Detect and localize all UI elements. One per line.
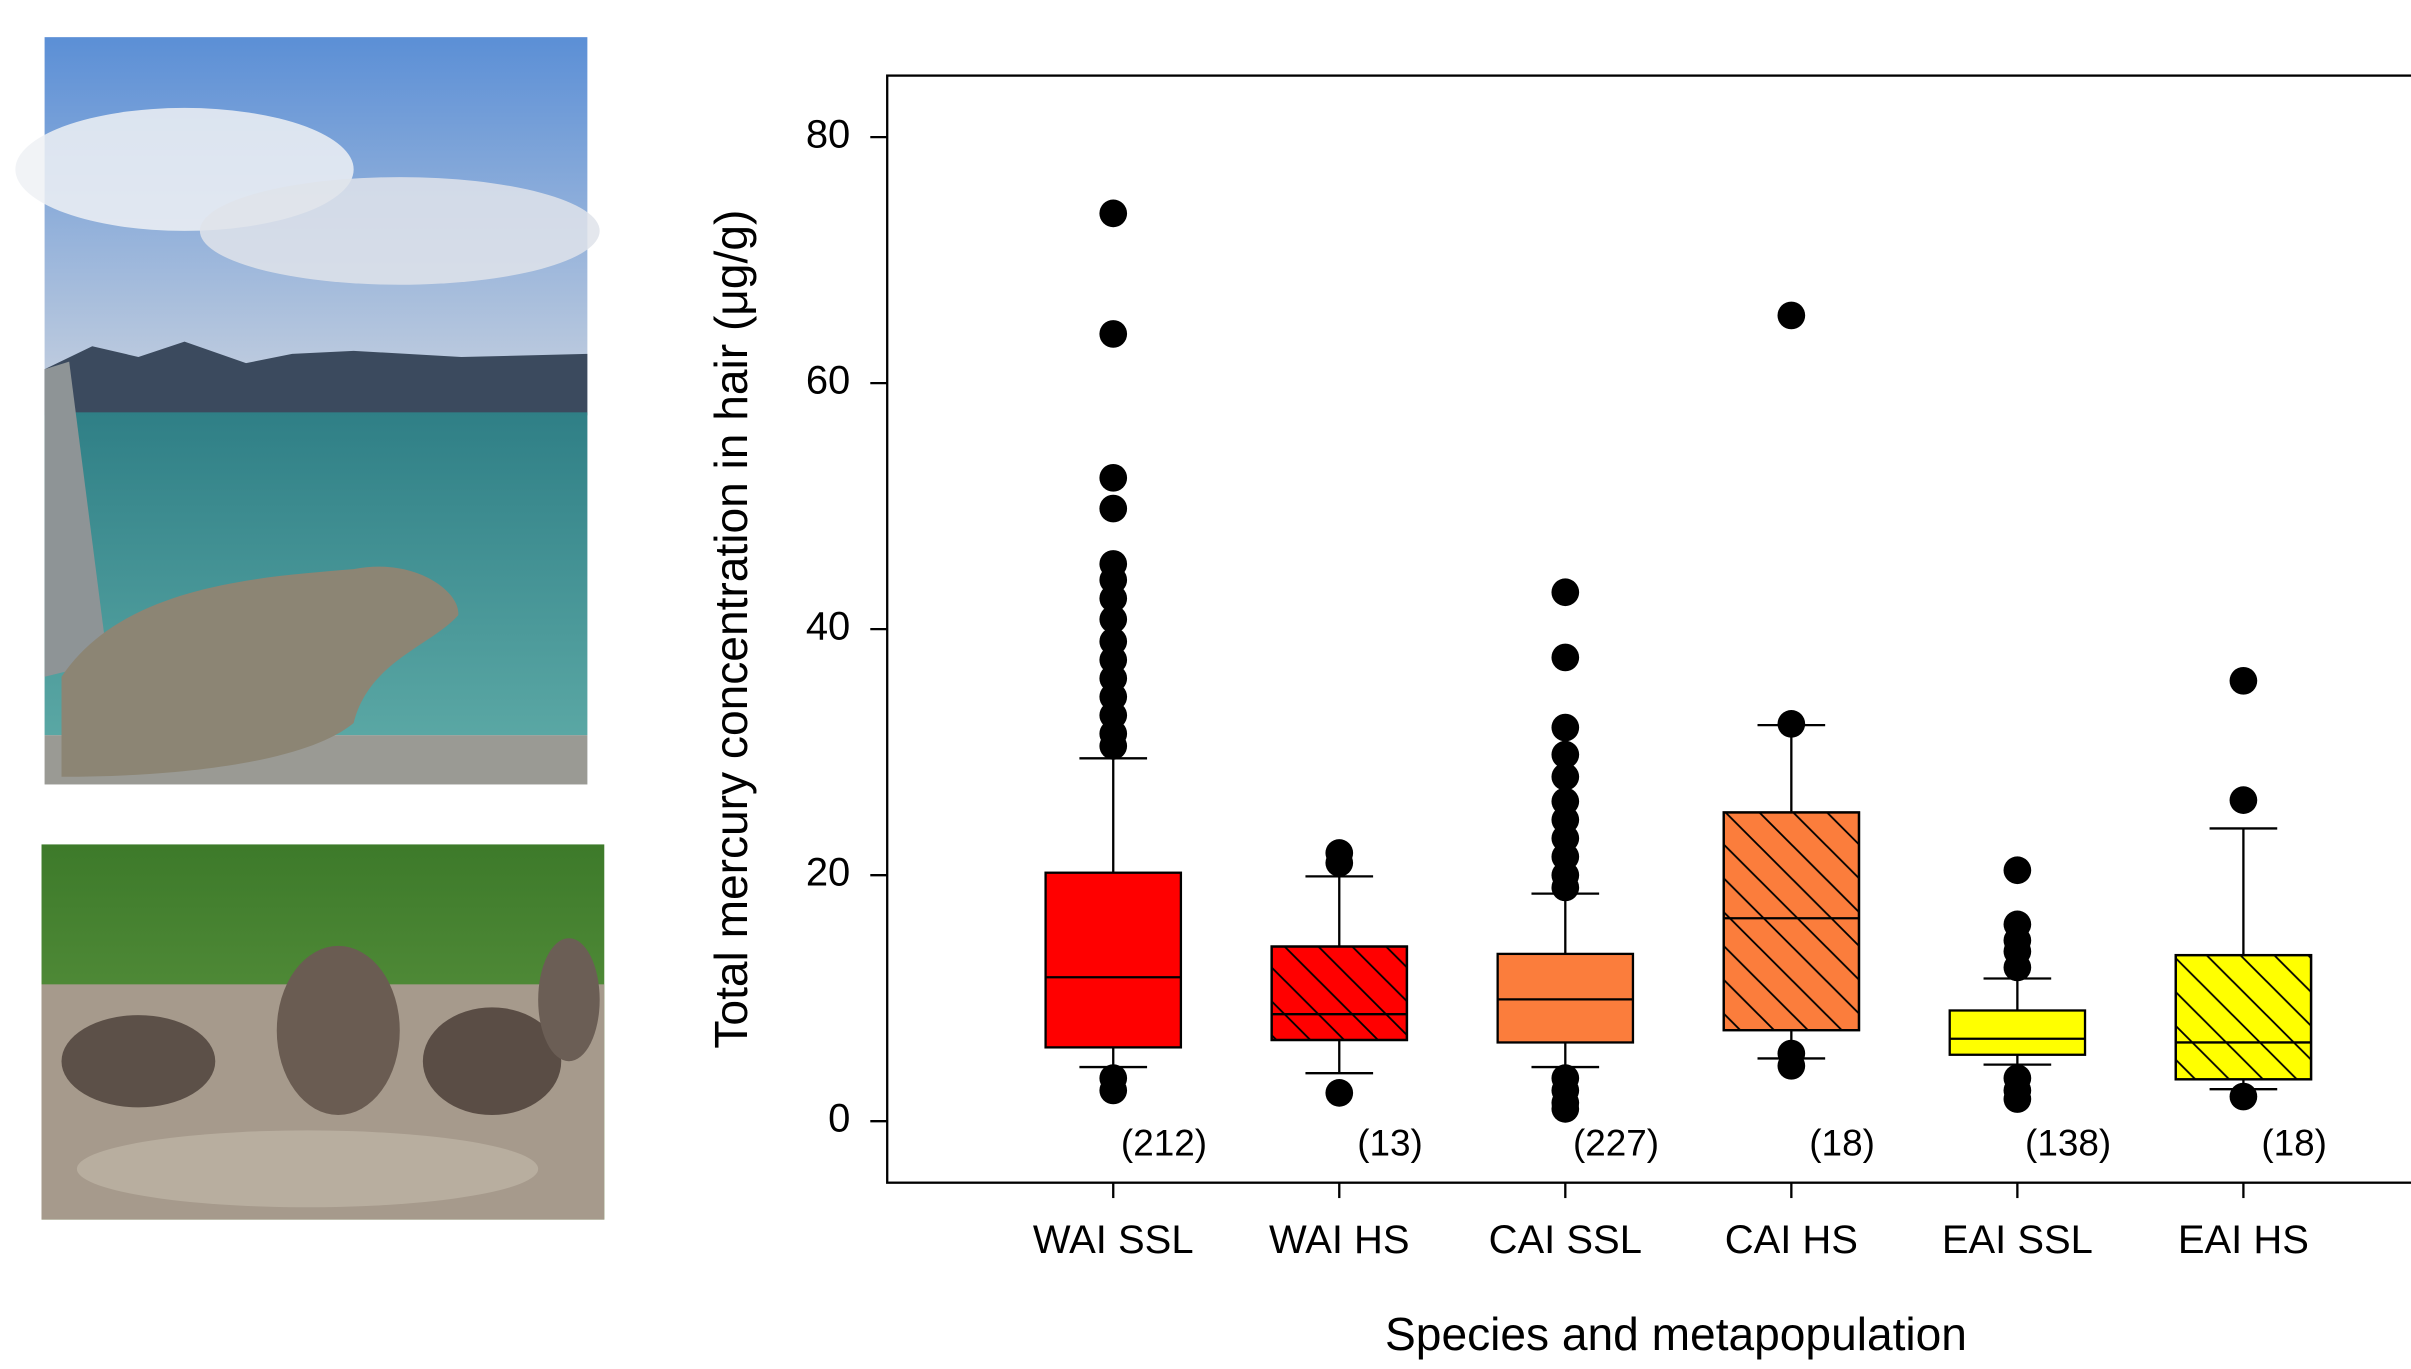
box-hatch: [1724, 812, 1859, 1030]
x-tick-label: CAI HS: [1725, 1218, 1858, 1262]
outlier: [1777, 302, 1805, 330]
outlier: [2004, 1085, 2032, 1113]
outlier: [2004, 856, 2032, 884]
outlier: [1325, 849, 1353, 877]
n-label: (18): [1809, 1123, 1875, 1164]
outlier: [1099, 1077, 1127, 1105]
outlier: [1551, 763, 1579, 791]
n-label: (18): [2261, 1123, 2327, 1164]
figure: Species and metapopulation Total mercury…: [0, 0, 2411, 1369]
outlier: [1551, 874, 1579, 902]
outlier: [1777, 1052, 1805, 1080]
outlier: [2230, 786, 2258, 814]
n-label: (13): [1357, 1123, 1423, 1164]
n-label: (138): [2025, 1123, 2111, 1164]
x-axis-label: Species and metapopulation: [1385, 1308, 1967, 1360]
y-tick-label: 0: [828, 1097, 850, 1141]
box-hatch: [2176, 955, 2311, 1079]
outlier: [1551, 714, 1579, 742]
y-tick-label: 20: [806, 851, 850, 895]
box-hatch: [1272, 947, 1407, 1040]
outlier: [1777, 710, 1805, 738]
x-tick-label: EAI SSL: [1942, 1218, 2093, 1262]
y-tick-label: 40: [806, 605, 850, 649]
x-tick-label: CAI SSL: [1489, 1218, 1642, 1262]
n-label: (227): [1573, 1123, 1659, 1164]
outlier: [1099, 320, 1127, 348]
outlier: [1099, 200, 1127, 228]
x-tick-label: EAI HS: [2178, 1218, 2309, 1262]
outlier: [2230, 1083, 2258, 1111]
x-tick-label: WAI HS: [1269, 1218, 1410, 1262]
outlier: [1551, 578, 1579, 606]
x-tick-label: WAI SSL: [1033, 1218, 1194, 1262]
outlier: [1325, 1079, 1353, 1107]
n-label: (212): [1121, 1123, 1207, 1164]
outlier: [2004, 954, 2032, 982]
y-axis-label: Total mercury concentration in hair (μg/…: [705, 210, 757, 1049]
y-tick-label: 80: [806, 113, 850, 157]
box: [1046, 873, 1181, 1048]
outlier: [1551, 1095, 1579, 1123]
photo-harbor-seal: [15, 37, 599, 784]
box: [1498, 954, 1633, 1043]
outlier: [1551, 644, 1579, 672]
box: [1950, 1010, 2085, 1054]
page: {"chart_data": {"type": "box", "x_label"…: [0, 0, 2411, 1369]
y-tick-label: 60: [806, 359, 850, 403]
photo-sea-lions: [42, 844, 605, 1219]
outlier: [1099, 464, 1127, 492]
outlier: [2230, 667, 2258, 695]
outlier: [1099, 732, 1127, 760]
outlier: [1099, 495, 1127, 523]
